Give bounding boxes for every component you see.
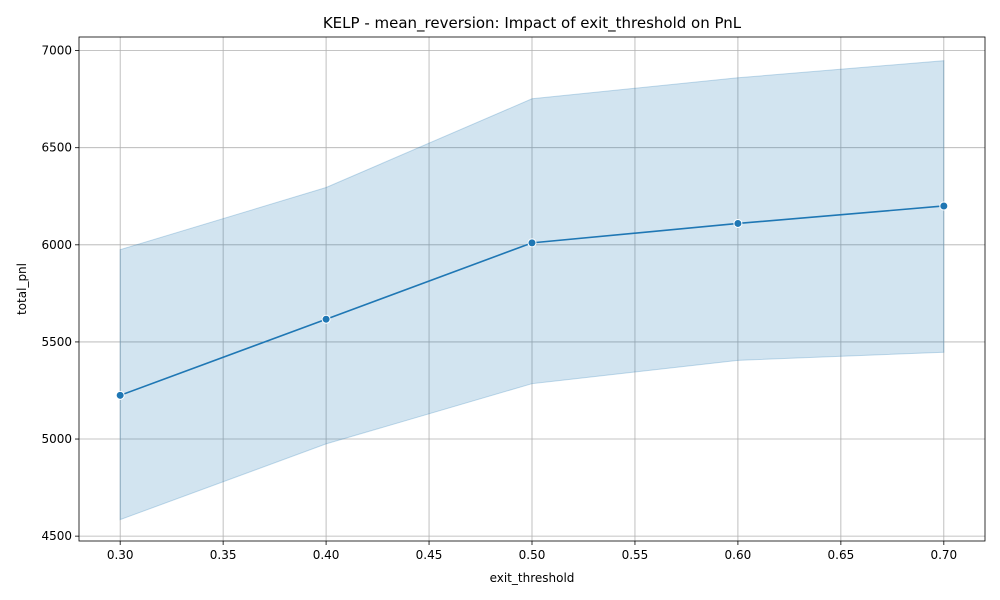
chart-title: KELP - mean_reversion: Impact of exit_th…	[323, 14, 742, 33]
x-tick-label: 0.60	[725, 548, 752, 562]
x-tick-label: 0.35	[210, 548, 237, 562]
x-tick-label: 0.50	[519, 548, 546, 562]
y-tick-label: 7000	[41, 44, 72, 58]
x-tick-label: 0.65	[828, 548, 855, 562]
y-tick-label: 6500	[41, 141, 72, 155]
x-tick-label: 0.40	[313, 548, 340, 562]
y-tick-label: 4500	[41, 529, 72, 543]
y-axis-label: total_pnl	[15, 263, 29, 315]
x-tick-label: 0.30	[107, 548, 134, 562]
data-point	[527, 238, 537, 248]
points-layer	[115, 201, 949, 400]
data-point	[733, 218, 743, 228]
x-tick-label: 0.55	[622, 548, 649, 562]
confidence-band	[119, 60, 945, 521]
y-tick-label: 5000	[41, 432, 72, 446]
data-point	[939, 201, 949, 211]
y-ticks: 4500 5000 5500 6000 6500 7000	[41, 44, 79, 543]
x-ticks: 0.30 0.35 0.40 0.45 0.50 0.55 0.60 0.65 0.70	[107, 541, 957, 562]
x-axis-label: exit_threshold	[490, 571, 575, 585]
data-point	[115, 390, 125, 400]
x-tick-label: 0.45	[416, 548, 443, 562]
data-point	[321, 314, 331, 324]
y-tick-label: 6000	[41, 238, 72, 252]
confidence-band-layer	[119, 60, 945, 521]
y-tick-label: 5500	[41, 335, 72, 349]
x-tick-label: 0.70	[930, 548, 957, 562]
